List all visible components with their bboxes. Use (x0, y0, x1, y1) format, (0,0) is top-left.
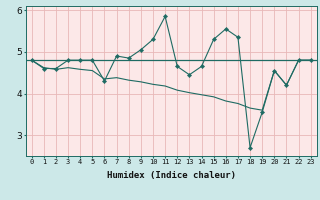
X-axis label: Humidex (Indice chaleur): Humidex (Indice chaleur) (107, 171, 236, 180)
